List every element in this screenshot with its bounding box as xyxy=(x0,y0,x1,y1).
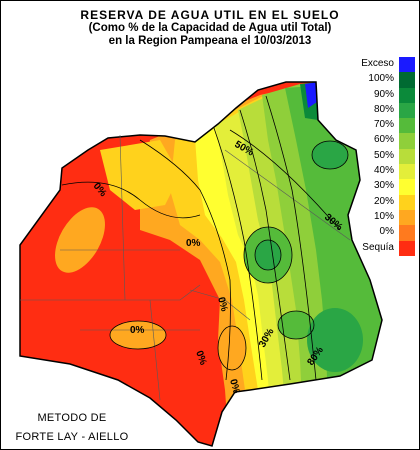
legend-label: 80% xyxy=(373,103,394,115)
region-70-south xyxy=(278,311,314,339)
color-legend: Exceso 100% 90% 80% 70% 60% 50% 40% 30% 20% 10% 0% S… xyxy=(350,57,418,256)
legend-row: 30% xyxy=(350,179,418,195)
legend-label: 0% xyxy=(379,226,394,238)
title-line-1: RESERVA DE AGUA UTIL EN EL SUELO xyxy=(80,8,340,22)
legend-label: 10% xyxy=(373,210,394,222)
legend-swatch xyxy=(399,179,415,195)
legend-swatch xyxy=(399,102,415,119)
legend-label: 50% xyxy=(373,149,394,161)
contour-label: 0% xyxy=(227,378,241,395)
legend-label: 100% xyxy=(368,73,394,85)
method-line-2: FORTE LAY - AIELLO xyxy=(15,431,129,443)
legend-row: 60% xyxy=(350,133,418,149)
legend-row: Sequía xyxy=(350,240,418,256)
legend-swatch xyxy=(399,164,415,180)
legend-swatch xyxy=(399,133,415,149)
legend-label: 60% xyxy=(373,134,394,146)
contour-label: 0% xyxy=(130,325,145,336)
legend-row: 10% xyxy=(350,209,418,226)
method-line-1: METODO DE xyxy=(37,412,107,424)
legend-label: Sequía xyxy=(362,241,394,253)
patch-yellow-nw xyxy=(100,140,180,210)
contour-label: 0% xyxy=(215,296,229,313)
region-outline xyxy=(19,81,383,447)
legend-row: 0% xyxy=(350,225,418,241)
region-80-east xyxy=(307,308,363,372)
map-title: RESERVA DE AGUA UTIL EN EL SUELO (Como %… xyxy=(0,9,420,48)
legend-row: 40% xyxy=(350,164,418,180)
legend-row: 100% xyxy=(350,72,418,88)
legend-swatch xyxy=(399,118,415,134)
legend-label: 70% xyxy=(373,119,394,131)
contour-label: 0% xyxy=(186,238,201,249)
legend-swatch xyxy=(399,194,415,210)
legend-row: Exceso xyxy=(350,57,418,73)
legend-swatch xyxy=(399,57,415,73)
legend-label: Exceso xyxy=(361,58,394,69)
method-credit: METODO DE FORTE LAY - AIELLO xyxy=(2,409,142,447)
legend-swatch xyxy=(399,148,415,165)
legend-label: 40% xyxy=(373,165,394,177)
legend-row: 70% xyxy=(350,118,418,134)
legend-row: 80% xyxy=(350,102,418,119)
patch-orange-s xyxy=(218,326,246,370)
legend-label: 20% xyxy=(373,195,394,207)
region-80-center xyxy=(255,240,281,270)
patch-orange-sw xyxy=(110,321,166,349)
legend-swatch xyxy=(399,72,415,88)
legend-row: 90% xyxy=(350,87,418,103)
legend-swatch xyxy=(399,209,415,226)
legend-row: 50% xyxy=(350,148,418,165)
legend-label: 90% xyxy=(373,88,394,100)
title-line-3: en la Region Pampeana el 10/03/2013 xyxy=(108,35,312,47)
legend-swatch xyxy=(399,225,415,241)
patch-orange-w xyxy=(55,207,105,273)
boundary-lines xyxy=(20,134,351,401)
contour-label: 0% xyxy=(193,349,208,366)
legend-swatch xyxy=(399,87,415,103)
region-80-north xyxy=(312,141,348,169)
legend-label: 30% xyxy=(373,180,394,192)
contour-lines xyxy=(61,95,349,381)
title-line-2: (Como % de la Capacidad de Agua util Tot… xyxy=(88,22,332,34)
legend-swatch xyxy=(399,240,415,256)
legend-row: 20% xyxy=(350,194,418,210)
